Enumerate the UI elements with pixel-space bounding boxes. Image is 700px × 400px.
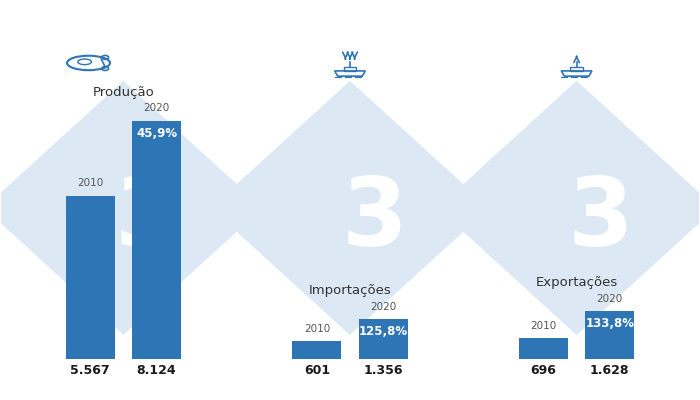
Text: 3: 3 [115, 174, 181, 266]
Text: Importações: Importações [309, 284, 391, 297]
Bar [344, 66, 356, 71]
Text: Exportações: Exportações [536, 276, 617, 289]
Bar [585, 311, 634, 359]
Text: 5.567: 5.567 [71, 364, 110, 377]
Polygon shape [211, 81, 489, 335]
Polygon shape [0, 81, 262, 335]
Bar [66, 196, 115, 359]
Text: 8.124: 8.124 [136, 364, 176, 377]
Text: 2020: 2020 [144, 104, 169, 114]
Text: 133,8%: 133,8% [585, 317, 634, 330]
Text: 45,9%: 45,9% [136, 126, 177, 140]
Text: Produção: Produção [92, 86, 154, 99]
Bar [132, 120, 181, 359]
Text: 2010: 2010 [531, 321, 556, 331]
Bar [293, 341, 342, 359]
Bar [519, 338, 568, 359]
Text: 2020: 2020 [596, 294, 623, 304]
Text: 696: 696 [531, 364, 556, 377]
Text: 3: 3 [568, 174, 634, 266]
Text: 125,8%: 125,8% [358, 325, 407, 338]
Text: 2010: 2010 [304, 324, 330, 334]
Text: 1.356: 1.356 [363, 364, 403, 377]
Bar [358, 319, 407, 359]
Text: 2010: 2010 [77, 178, 104, 188]
Text: 3: 3 [342, 174, 407, 266]
Text: 601: 601 [304, 364, 330, 377]
Text: 2020: 2020 [370, 302, 396, 312]
Polygon shape [438, 81, 700, 335]
Text: 1.628: 1.628 [590, 364, 629, 377]
Bar [570, 66, 582, 71]
